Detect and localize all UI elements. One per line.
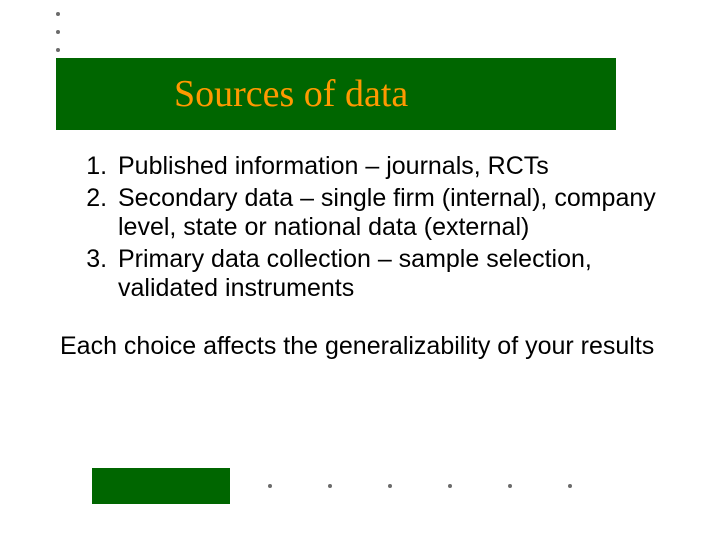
dot-icon [56, 30, 60, 34]
dot-icon [56, 12, 60, 16]
list-item: Secondary data – single firm (internal),… [114, 184, 672, 243]
closing-text: Each choice affects the generalizability… [60, 332, 672, 362]
decor-dots-horizontal [268, 484, 572, 488]
numbered-list: Published information – journals, RCTs S… [60, 152, 672, 304]
title-bar: Sources of data [56, 58, 616, 130]
body-content: Published information – journals, RCTs S… [60, 152, 672, 361]
decor-dots-vertical [56, 12, 60, 52]
slide: Sources of data Published information – … [0, 0, 720, 540]
dot-icon [268, 484, 272, 488]
footer-accent-block [92, 468, 230, 504]
dot-icon [388, 484, 392, 488]
dot-icon [56, 48, 60, 52]
dot-icon [448, 484, 452, 488]
slide-title: Sources of data [174, 72, 408, 116]
dot-icon [568, 484, 572, 488]
list-item: Published information – journals, RCTs [114, 152, 672, 182]
dot-icon [328, 484, 332, 488]
list-item: Primary data collection – sample selecti… [114, 245, 672, 304]
dot-icon [508, 484, 512, 488]
